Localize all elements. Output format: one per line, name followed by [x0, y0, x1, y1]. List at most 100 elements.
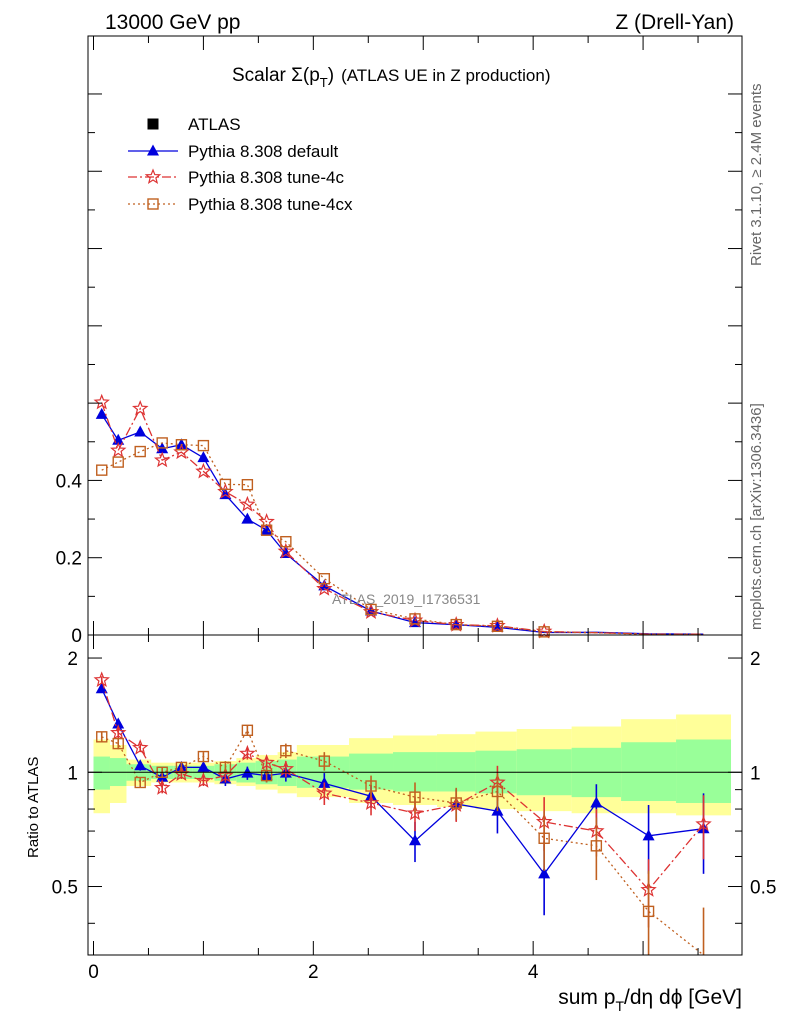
main-point-tune-4cx-10 — [318, 573, 331, 585]
ratio-panel-series — [93, 671, 712, 956]
x-tick-label-2: 2 — [308, 962, 319, 983]
main-point-tune-4cx-8 — [260, 524, 273, 536]
chart-title-subscript: T — [320, 75, 328, 90]
y-tick-label-0.2: 0.2 — [56, 549, 82, 570]
legend-label-atlas: ATLAS — [188, 115, 241, 134]
ratio-tick-label-1-left: 1 — [67, 763, 78, 784]
analysis-watermark: ATLAS_2019_I1736531 — [332, 591, 481, 607]
ratio-point-tune-4cx-17 — [642, 905, 655, 918]
chart-title-main: Scalar Σ(p — [232, 65, 320, 86]
ratio-point-tune-4cx-1 — [112, 737, 124, 750]
ratio-tick-label-0.5-left: 0.5 — [52, 878, 78, 899]
main-point-tune-4cx-7 — [241, 478, 254, 491]
main-point-tune-4cx-15 — [538, 626, 550, 638]
rivet-version-label: Rivet 3.1.10, ≥ 2.4M events — [748, 84, 765, 267]
ratio-point-tune-4cx-15 — [538, 832, 550, 844]
main-point-tune-4cx-9 — [280, 535, 292, 548]
ratio-point-tune-4c-1 — [109, 724, 127, 740]
main-point-tune-4c-1 — [110, 441, 127, 458]
legend-label-tune-4c: Pythia 8.308 tune-4c — [188, 168, 344, 187]
main-point-tune-4cx-0 — [96, 464, 108, 476]
green-band-bin-17 — [621, 742, 677, 802]
y-tick-label-0.4: 0.4 — [56, 471, 83, 492]
ratio-point-tune-4cx-16 — [590, 840, 603, 852]
x-tick-label-0: 0 — [88, 962, 99, 983]
y-tick-label-0: 0 — [71, 626, 82, 647]
main-line-tune-4cx — [101, 442, 704, 636]
ratio-point-tune-4cx-14 — [491, 785, 504, 798]
main-point-tune-4cx-11 — [365, 603, 377, 616]
main-point-tune-4c-7 — [239, 495, 256, 512]
ratio-point-tune-4c-8 — [258, 754, 275, 770]
ratio-y-axis-label: Ratio to ATLAS — [25, 757, 42, 858]
ratio-point-tune-4c-3 — [153, 779, 171, 795]
ratio-tick-label-2-left: 2 — [67, 649, 78, 670]
ratio-point-tune-4c-11 — [362, 794, 380, 810]
ratio-point-tune-4cx-8 — [260, 769, 273, 782]
legend-markers — [128, 118, 178, 210]
ratio-point-tune-4cx-5 — [197, 750, 210, 763]
ratio-point-tune-4cx-2 — [134, 776, 146, 789]
green-band-bin-18 — [676, 739, 732, 803]
main-point-tune-4cx-13 — [450, 618, 462, 631]
axis-ticks — [88, 36, 742, 955]
ratio-point-tune-4cx-12 — [409, 791, 421, 803]
ratio-point-tune-4cx-7 — [241, 724, 254, 737]
process-label: Z (Drell-Yan) — [615, 11, 734, 34]
main-point-tune-4c-3 — [153, 451, 171, 468]
main-point-tune-4c-10 — [316, 580, 333, 596]
chart-title-rest: (ATLAS UE in Z production) — [341, 66, 550, 85]
ratio-point-tune-4c-12 — [406, 804, 424, 821]
chart-title: Scalar Σ(pT) (ATLAS UE in Z production) — [232, 65, 551, 90]
uncertainty-bands — [93, 714, 732, 816]
main-point-tune-4cx-6 — [219, 478, 232, 491]
energy-label: 13000 GeV pp — [105, 11, 240, 34]
ratio-point-default-2 — [134, 759, 147, 771]
legend-marker-atlas — [147, 118, 159, 130]
main-point-tune-4cx-12 — [409, 613, 421, 625]
main-point-tune-4c-0 — [93, 393, 110, 410]
legend: ATLAS Pythia 8.308 default Pythia 8.308 … — [128, 115, 353, 214]
source-label: mcplots.cern.ch [arXiv:1306.3436] — [748, 403, 765, 630]
main-point-tune-4cx-14 — [491, 620, 504, 632]
ratio-tick-label-0.5-right: 0.5 — [750, 878, 776, 899]
x-tick-label-4: 4 — [528, 962, 539, 983]
legend-marker-tune-4cx — [147, 198, 159, 210]
ratio-point-tune-4c-5 — [195, 772, 212, 788]
legend-label-default: Pythia 8.308 default — [188, 142, 339, 161]
ratio-point-tune-4cx-9 — [280, 744, 292, 757]
ratio-point-tune-4cx-10 — [318, 755, 331, 767]
main-panel-series — [93, 393, 704, 639]
main-point-default-0 — [95, 407, 108, 419]
main-point-tune-4cx-2 — [134, 445, 146, 458]
ratio-point-tune-4c-0 — [93, 671, 110, 688]
main-point-default-5 — [197, 451, 210, 463]
main-point-tune-4cx-1 — [112, 456, 124, 468]
main-point-default-2 — [134, 425, 147, 437]
main-point-tune-4c-5 — [195, 462, 212, 479]
main-point-default-8 — [260, 523, 273, 535]
ratio-point-tune-4c-7 — [239, 744, 256, 761]
legend-label-tune-4cx: Pythia 8.308 tune-4cx — [188, 195, 353, 214]
main-point-tune-4c-9 — [277, 542, 295, 559]
ratio-tick-label-2-right: 2 — [750, 649, 761, 670]
x-axis-label-prefix: sum p — [558, 986, 615, 1009]
ratio-point-default-10 — [318, 776, 331, 788]
green-band-bin-0 — [93, 756, 110, 790]
x-axis-label-suffix: /dη dϕ [GeV] — [624, 986, 742, 1009]
ratio-tick-label-1-right: 1 — [750, 763, 761, 784]
ratio-point-tune-4cx-0 — [96, 731, 108, 743]
main-point-tune-4cx-5 — [197, 439, 210, 452]
ratio-point-default-16 — [590, 796, 603, 808]
legend-marker-tune-4c — [144, 168, 162, 185]
ratio-point-default-17 — [642, 829, 655, 841]
ratio-point-default-0 — [95, 682, 108, 694]
ratio-point-tune-4c-10 — [316, 784, 333, 801]
ratio-point-default-1 — [112, 717, 125, 729]
ratio-point-tune-4c-2 — [131, 739, 149, 755]
ratio-point-default-5 — [197, 760, 210, 772]
ratio-point-tune-4c-6 — [217, 766, 234, 783]
main-point-tune-4cx-3 — [156, 437, 168, 449]
ratio-point-tune-4cx-13 — [450, 797, 462, 809]
